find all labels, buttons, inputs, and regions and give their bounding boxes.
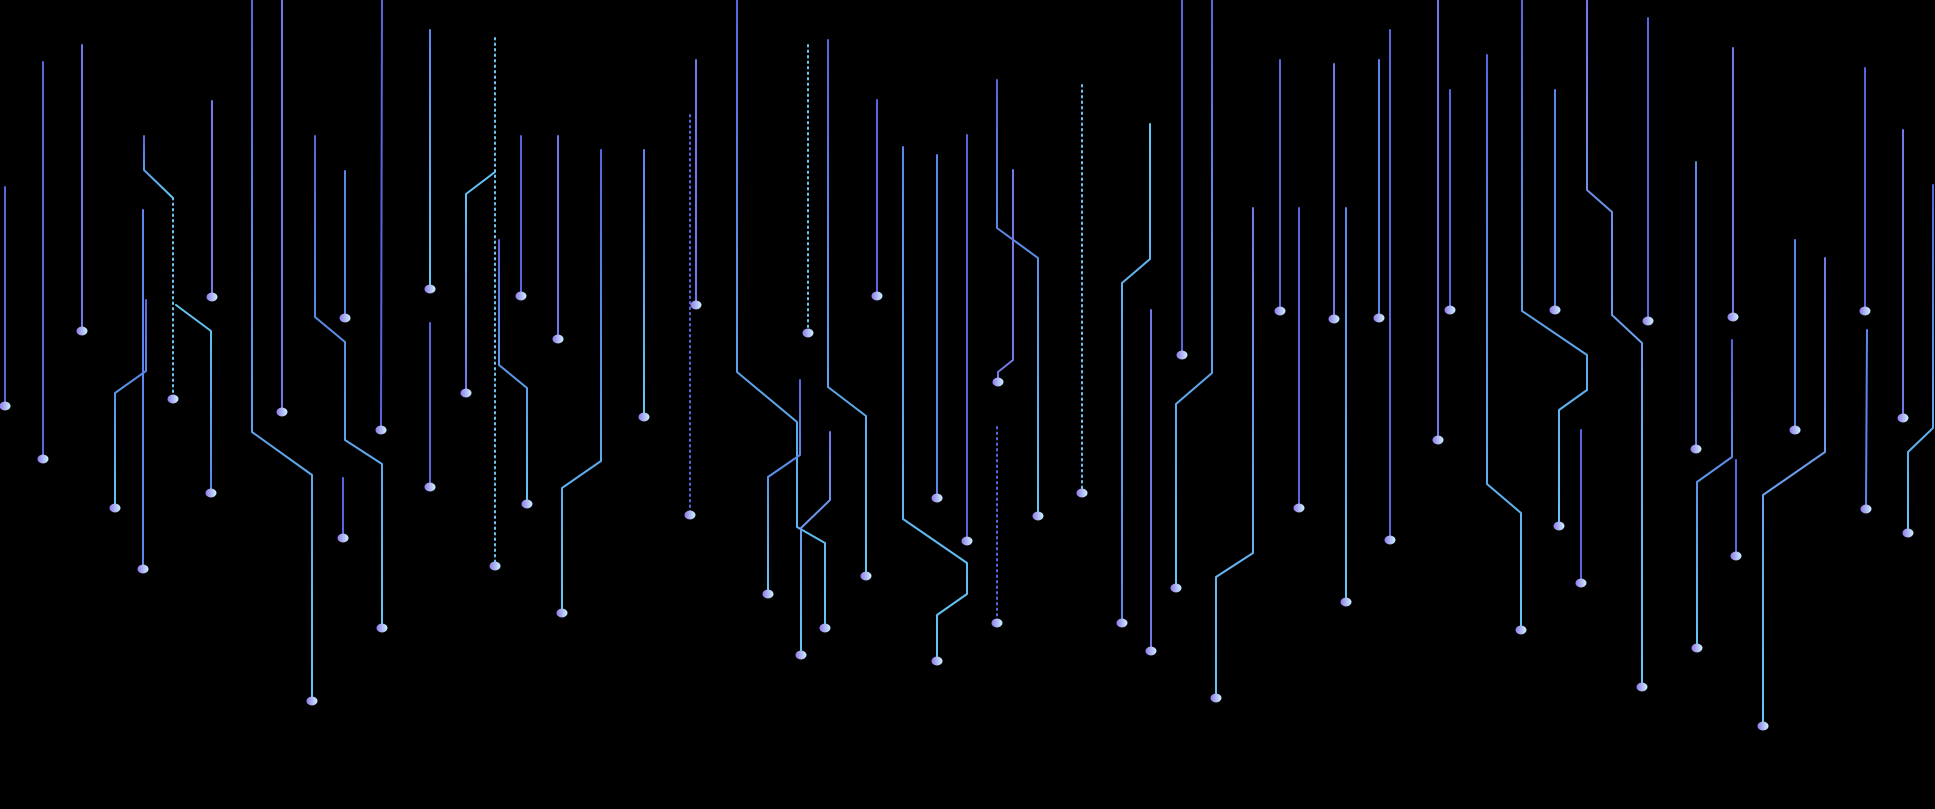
circuit-trace: [736, 0, 826, 626]
trace-endpoint-dot: [1859, 306, 1871, 316]
trace-endpoint-dot: [1691, 643, 1703, 653]
trace-endpoint-dot: [137, 564, 149, 574]
trace-endpoint-dot: [556, 608, 568, 618]
trace-endpoint-dot: [376, 623, 388, 633]
circuit-trace: [114, 299, 147, 506]
trace-endpoint-dot: [1860, 504, 1872, 514]
trace-endpoint-dot: [1176, 350, 1188, 360]
trace-endpoint-dot: [1328, 314, 1340, 324]
trace-endpoint-dot: [684, 510, 696, 520]
trace-endpoint-dot: [1116, 618, 1128, 628]
trace-endpoint-dot: [1432, 435, 1444, 445]
circuit-trace: [767, 379, 801, 592]
circuit-trace: [465, 171, 496, 391]
trace-endpoint-dot: [206, 292, 218, 302]
circuit-trace: [1696, 339, 1733, 646]
trace-endpoint-dot: [795, 650, 807, 660]
circuit-trace: [314, 135, 383, 626]
trace-endpoint-dot: [1902, 528, 1914, 538]
trace-endpoint-dot: [991, 618, 1003, 628]
trace-endpoint-dot: [1340, 597, 1352, 607]
trace-endpoint-dot: [1727, 312, 1739, 322]
trace-endpoint-dot: [205, 488, 217, 498]
trace-endpoint-dot: [1575, 578, 1587, 588]
circuit-trace: [827, 39, 867, 574]
trace-endpoint-dot: [961, 536, 973, 546]
trace-endpoint-dot: [339, 313, 351, 323]
trace-endpoint-dot: [1373, 313, 1385, 323]
circuit-trace: [1175, 0, 1213, 586]
circuit-trace: [997, 169, 1014, 380]
circuit-trace: [143, 135, 174, 199]
trace-endpoint-dot: [1076, 488, 1088, 498]
circuit-trace: [1907, 184, 1934, 531]
circuit-trace: [1865, 329, 1868, 507]
trace-endpoint-dot: [521, 499, 533, 509]
trace-endpoint-dot: [762, 589, 774, 599]
trace-endpoint-dot: [1897, 413, 1909, 423]
trace-endpoint-dot: [515, 291, 527, 301]
circuit-trace: [251, 0, 313, 699]
trace-endpoint-dot: [931, 493, 943, 503]
trace-endpoint-dot: [1757, 721, 1769, 731]
trace-endpoint-dot: [931, 656, 943, 666]
circuit-trace: [800, 431, 831, 653]
circuit-trace: [175, 304, 212, 491]
circuit-trace: [561, 149, 602, 611]
trace-endpoint-dot: [460, 388, 472, 398]
circuit-trace: [1486, 54, 1522, 628]
trace-endpoint-dot: [1274, 306, 1286, 316]
trace-endpoint-dot: [1730, 551, 1742, 561]
circuit-trace: [1215, 207, 1254, 696]
trace-endpoint-dot: [1032, 511, 1044, 521]
trace-endpoint-dot: [690, 300, 702, 310]
trace-endpoint-dot: [37, 454, 49, 464]
trace-endpoint-dot: [424, 284, 436, 294]
circuit-trace: [498, 239, 528, 502]
trace-endpoint-dot: [992, 377, 1004, 387]
trace-endpoint-dot: [424, 482, 436, 492]
circuit-trace: [1521, 0, 1588, 524]
trace-endpoint-dot: [819, 623, 831, 633]
circuit-trace: [380, 0, 383, 428]
trace-endpoint-dot: [276, 407, 288, 417]
trace-endpoint-dot: [375, 425, 387, 435]
trace-endpoint-dot: [109, 503, 121, 513]
trace-endpoint-dot: [167, 394, 179, 404]
trace-endpoint-dot: [1789, 425, 1801, 435]
circuit-trace: [1762, 257, 1826, 724]
trace-endpoint-dot: [552, 334, 564, 344]
trace-endpoint-dot: [489, 561, 501, 571]
trace-endpoint-dot: [306, 696, 318, 706]
trace-endpoint-dot: [1210, 693, 1222, 703]
circuit-trace: [996, 79, 1039, 514]
trace-endpoint-dot: [1293, 503, 1305, 513]
trace-endpoint-dot: [1553, 521, 1565, 531]
trace-endpoint-dot: [1690, 444, 1702, 454]
trace-endpoint-dot: [638, 412, 650, 422]
trace-endpoint-dot: [860, 571, 872, 581]
trace-endpoint-dot: [76, 326, 88, 336]
trace-endpoint-dot: [1642, 316, 1654, 326]
circuit-trace: [1121, 123, 1151, 621]
trace-endpoint-dot: [337, 533, 349, 543]
trace-endpoint-dot: [1444, 305, 1456, 315]
trace-endpoint-dot: [802, 328, 814, 338]
trace-endpoint-dot: [1549, 305, 1561, 315]
trace-endpoint-dot: [1636, 682, 1648, 692]
trace-endpoint-dot: [1515, 625, 1527, 635]
trace-endpoint-dot: [0, 401, 11, 411]
circuit-traces-layer: [0, 0, 1934, 731]
trace-endpoint-dot: [1145, 646, 1157, 656]
circuit-trace: [1586, 0, 1643, 685]
trace-endpoint-dot: [1384, 535, 1396, 545]
circuit-trace: [902, 146, 968, 659]
trace-endpoint-dot: [871, 291, 883, 301]
trace-endpoint-dot: [1170, 583, 1182, 593]
